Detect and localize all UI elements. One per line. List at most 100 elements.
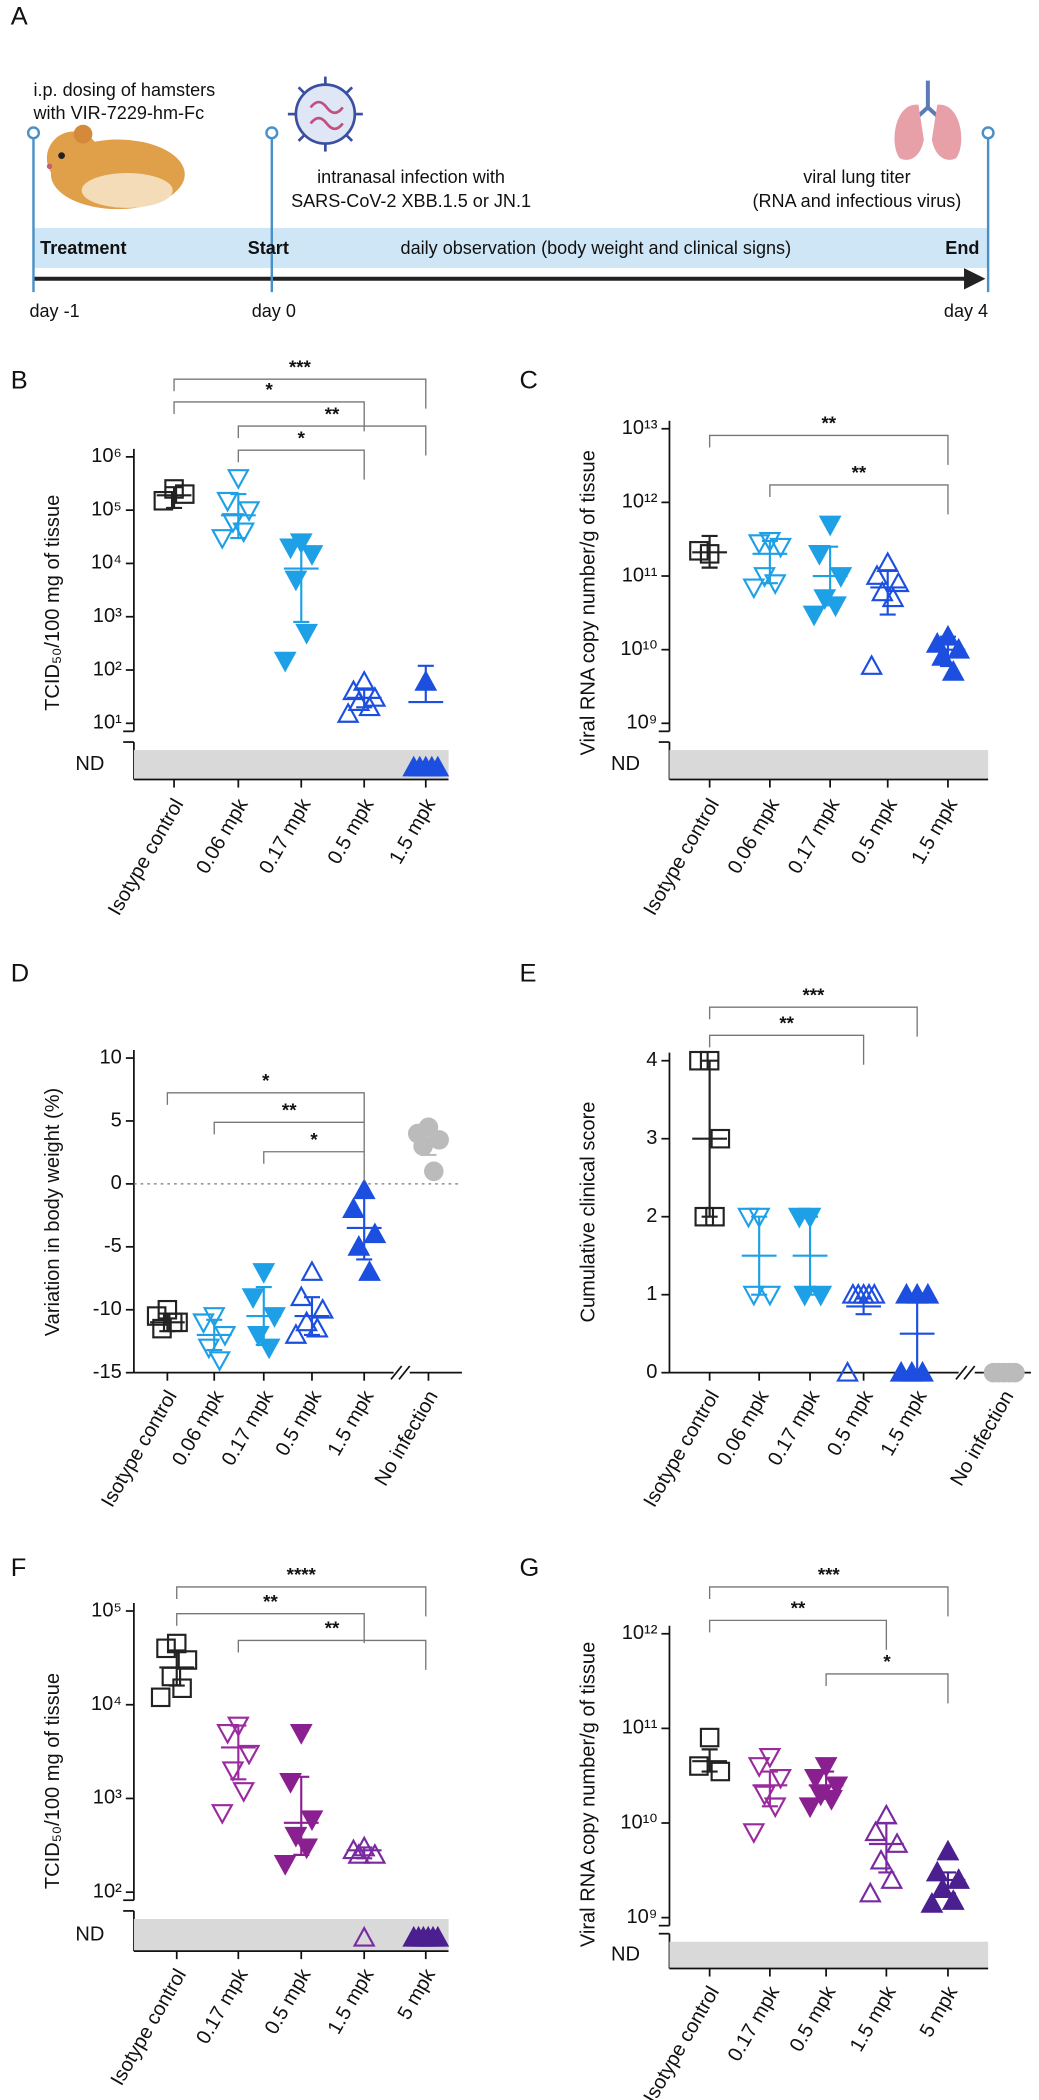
point	[252, 1263, 276, 1284]
y-tick-label: 10	[99, 1046, 121, 1068]
y-tick-label: 10³	[93, 605, 122, 627]
point	[352, 1925, 376, 1947]
point	[689, 1756, 709, 1776]
point	[342, 679, 365, 701]
significance-bracket	[237, 1639, 427, 1670]
significance-label: **	[821, 413, 836, 434]
y-tick-label: 10¹	[93, 712, 122, 734]
point	[336, 702, 360, 723]
y-tick-label: 0	[111, 1172, 122, 1194]
phase-label: End	[945, 238, 979, 258]
y-tick-label: 0	[646, 1361, 657, 1383]
point	[880, 1868, 904, 1889]
point	[876, 551, 900, 572]
panel-label: A	[11, 2, 28, 30]
significance-label: ***	[289, 356, 312, 377]
point	[858, 1881, 882, 1903]
significance-bracket	[173, 401, 365, 432]
panel-label: E	[520, 960, 537, 988]
point	[289, 1724, 313, 1745]
point	[153, 490, 174, 511]
milestones	[26, 126, 995, 293]
significance-label: ***	[818, 1564, 841, 1585]
y-tick-label: 10⁵	[91, 1599, 122, 1621]
virus-icon	[287, 76, 363, 152]
y-axis-label: Cumulative clinical score	[577, 1102, 599, 1323]
point	[237, 501, 261, 522]
point	[804, 1768, 827, 1790]
significance-label: *	[298, 427, 306, 448]
significance-bracket	[708, 1619, 888, 1650]
panel-label: B	[11, 367, 28, 395]
axis-break	[955, 1365, 968, 1380]
titer-text: (RNA and infectious virus)	[753, 191, 962, 211]
milestone-dot	[26, 126, 41, 140]
x-tick-label: No infection	[371, 1387, 443, 1490]
x-tick-label: Isotype control	[107, 1965, 191, 2089]
point	[300, 1810, 324, 1832]
significance-label: **	[791, 1598, 806, 1619]
y-tick-label: 10⁶	[91, 445, 122, 467]
significance-label: *	[310, 1129, 318, 1150]
significance-label: **	[263, 1591, 278, 1612]
x-tick-label: No infection	[946, 1387, 1018, 1490]
y-tick-label: 10¹¹	[622, 564, 658, 586]
point	[860, 654, 884, 675]
chart: E Cumulative clinical score 0 1 2 3 4 Isotype c…	[520, 960, 1031, 1511]
point	[300, 1260, 324, 1281]
point	[742, 1823, 766, 1844]
y-tick-label: 10⁴	[91, 1693, 122, 1715]
phase-label: Treatment	[40, 238, 126, 258]
significance-bracket	[708, 434, 949, 465]
panel-a: A	[11, 2, 995, 321]
axis-break	[963, 1365, 976, 1380]
x-tick-label: 0.5 mpk	[271, 1386, 326, 1460]
y-axis-label: TCID₅₀/100 mg of tissue	[42, 495, 64, 711]
point	[358, 1260, 381, 1281]
nd-band	[133, 750, 449, 780]
milestone-dot	[265, 126, 279, 140]
significance-label: **	[282, 1100, 297, 1121]
lungs-icon	[894, 80, 962, 160]
chart: G Viral RNA copy number/g of tissue 10⁹ 10¹…	[520, 1554, 989, 2100]
significance-bracket	[263, 1151, 365, 1182]
point	[808, 544, 831, 566]
x-tick-label: 0.06 mpk	[192, 794, 253, 877]
point	[342, 1197, 365, 1218]
significance-bracket	[166, 1092, 365, 1123]
y-axis-label: Viral RNA copy number/g of tissue	[577, 1642, 599, 1947]
significance-label: ****	[287, 1564, 317, 1585]
point	[257, 1338, 281, 1360]
y-tick-label: -15	[93, 1361, 122, 1383]
point	[177, 1650, 198, 1670]
dosing-text: with VIR-7229-hm-Fc	[32, 103, 204, 123]
axis-break	[398, 1365, 411, 1380]
y-tick-label: 4	[646, 1049, 657, 1071]
y-tick-label: -10	[93, 1298, 122, 1320]
nd-label: ND	[75, 1923, 104, 1945]
significance-bracket	[237, 425, 427, 456]
point	[174, 484, 195, 504]
x-tick-label: 1.5 mpk	[324, 1964, 379, 2038]
infection-text: intranasal infection with	[317, 167, 505, 187]
point	[802, 605, 826, 627]
point	[869, 1848, 893, 1870]
significance-label: ***	[802, 984, 825, 1005]
chart: D Variation in body weight (%) -15 -10 -5 0 5 1…	[11, 960, 462, 1511]
nd-label: ND	[611, 1943, 640, 1965]
x-tick-label: 5 mpk	[916, 1982, 963, 2041]
point	[363, 1222, 387, 1244]
significance-label: **	[325, 403, 340, 424]
y-tick-label: 10¹⁰	[620, 638, 657, 660]
significance-bracket	[176, 1613, 365, 1644]
significance-bracket	[825, 1673, 949, 1704]
chart: C Viral RNA copy number/g of tissue 10⁹ 10¹…	[520, 367, 989, 919]
point	[426, 1925, 450, 1947]
timeline-band	[33, 227, 989, 269]
significance-label: **	[325, 1618, 340, 1639]
x-tick-label: 1.5 mpk	[877, 1386, 932, 1460]
point	[941, 660, 965, 681]
point	[887, 571, 910, 593]
point	[284, 570, 308, 592]
point	[156, 1638, 176, 1659]
